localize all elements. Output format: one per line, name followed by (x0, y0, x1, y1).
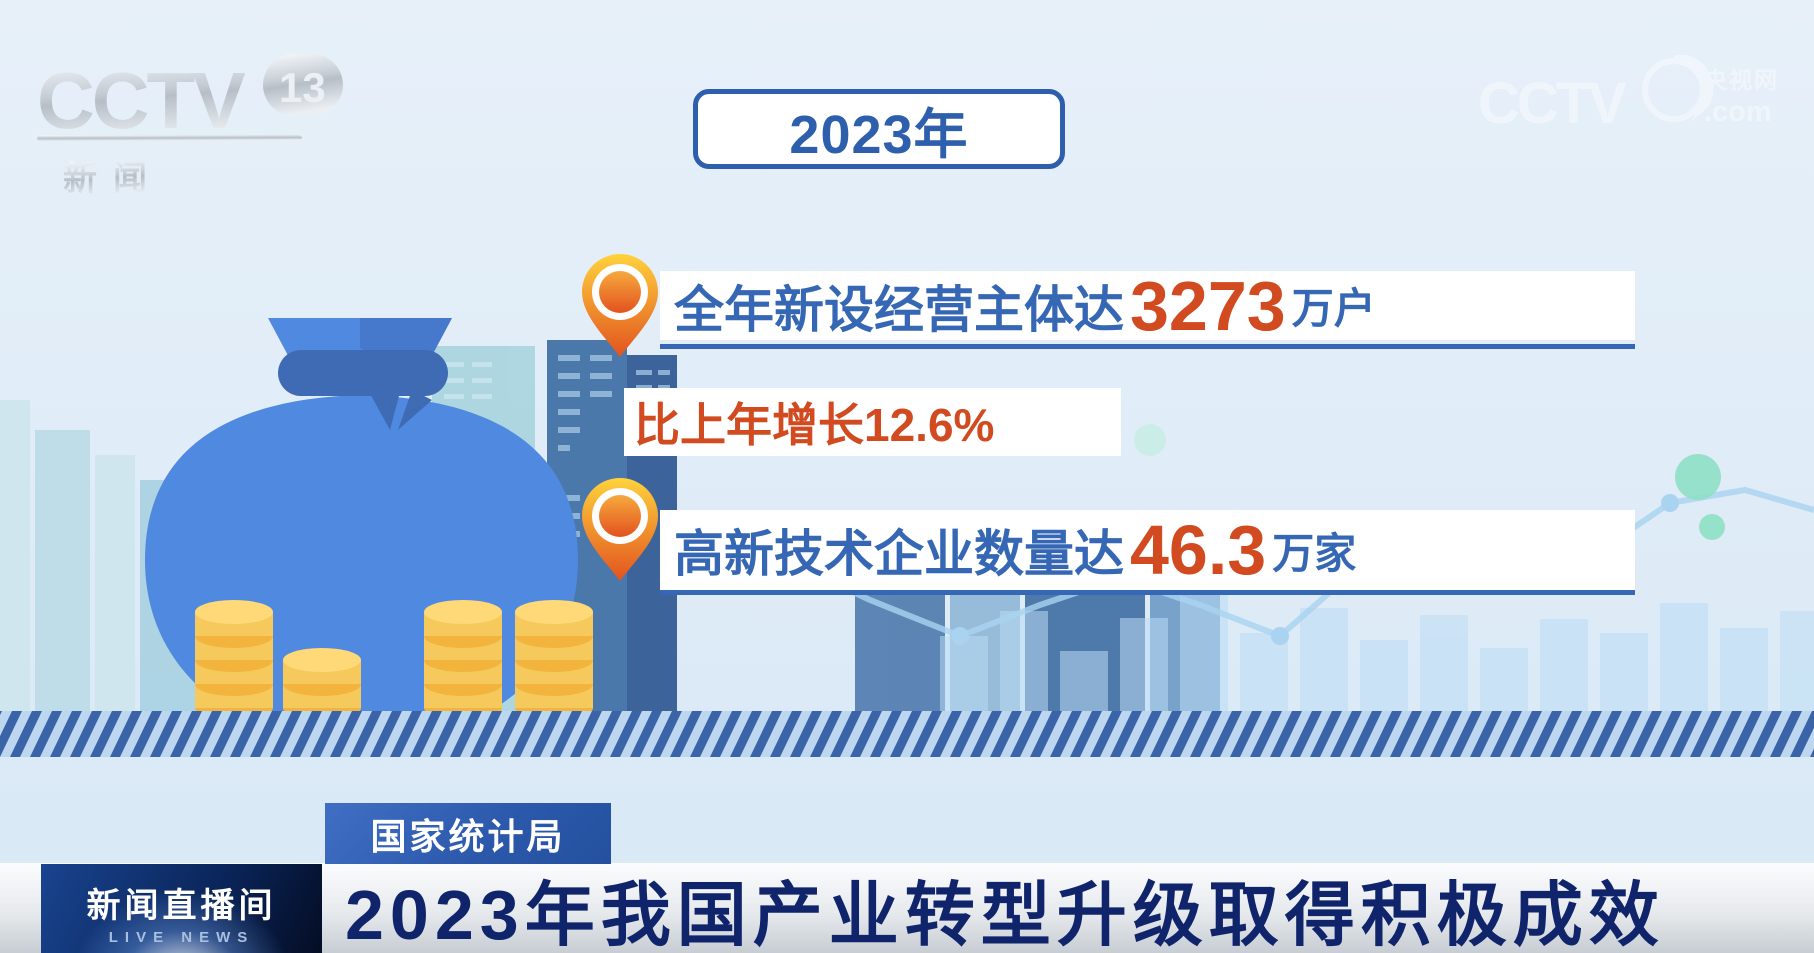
svg-text:.com: .com (1704, 96, 1772, 128)
svg-text:央视网: 央视网 (1704, 67, 1779, 93)
svg-text:新闻: 新闻 (63, 160, 163, 198)
svg-text:CCTV: CCTV (37, 56, 245, 145)
svg-text:CCTV: CCTV (1478, 71, 1627, 136)
svg-text:13: 13 (279, 64, 326, 111)
